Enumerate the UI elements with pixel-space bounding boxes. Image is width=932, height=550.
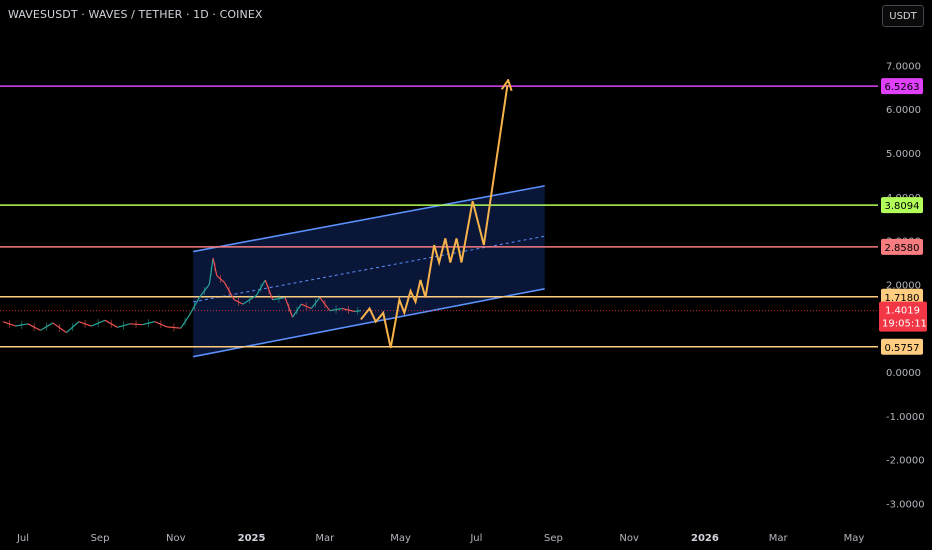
y-tick-label: -1.0000: [886, 412, 925, 423]
level-label-bg-4: [881, 338, 923, 355]
x-tick-label: Nov: [619, 533, 639, 544]
x-tick-label: May: [844, 533, 865, 544]
y-tick-label: 5.0000: [886, 149, 921, 160]
y-tick-label: 6.0000: [886, 105, 921, 116]
y-tick-label: 7.0000: [886, 61, 921, 72]
level-label-0: 6.5263: [885, 82, 920, 93]
countdown-label: 19:05:11: [882, 319, 927, 330]
y-tick-label: -3.0000: [886, 499, 925, 510]
level-label-4: 0.5757: [885, 343, 920, 354]
channel-fill: [193, 185, 545, 357]
level-label-1: 3.8094: [885, 201, 920, 212]
channel-upper-line: [193, 185, 545, 253]
current-price-label-bg: [879, 301, 927, 332]
x-tick-label: Jul: [469, 533, 482, 544]
x-tick-label: Mar: [769, 533, 789, 544]
level-label-bg-1: [881, 197, 923, 214]
currency-button[interactable]: USDT: [882, 5, 924, 27]
level-label-bg-0: [881, 78, 923, 95]
projection-arrow-path: [360, 85, 508, 349]
x-tick-label: Nov: [166, 533, 186, 544]
x-tick-label: Mar: [315, 533, 335, 544]
y-tick-label: 2.0000: [886, 280, 921, 291]
x-tick-label: Jul: [16, 533, 29, 544]
x-tick-label: Sep: [91, 533, 110, 544]
level-label-bg-2: [881, 238, 923, 255]
level-label-3: 1.7180: [885, 293, 920, 304]
y-tick-label: 0.0000: [886, 368, 921, 379]
x-tick-label: Sep: [544, 533, 563, 544]
current-price-label: 1.4019: [885, 306, 920, 317]
x-tick-label: May: [390, 533, 411, 544]
level-label-bg-3: [881, 288, 923, 305]
x-tick-label: 2026: [691, 533, 719, 544]
channel-lower-line: [193, 287, 545, 358]
symbol-title: WAVESUSDT · WAVES / TETHER · 1D · COINEX: [8, 8, 263, 21]
y-tick-label: -2.0000: [886, 456, 925, 467]
x-tick-label: 2025: [238, 533, 266, 544]
level-label-2: 2.8580: [885, 243, 920, 254]
